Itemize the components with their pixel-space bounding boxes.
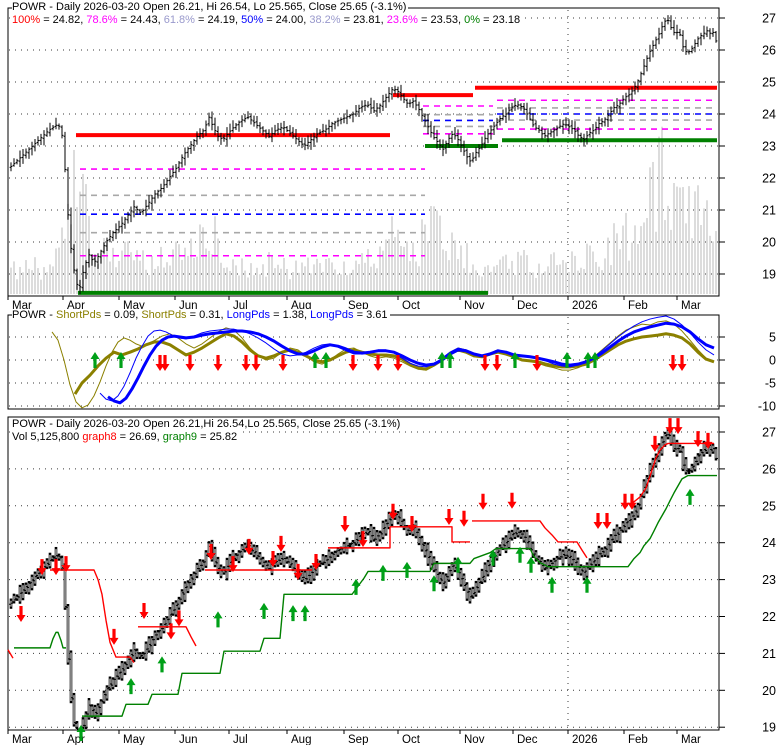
red-trailing-stop-line (7, 442, 714, 664)
title-segment: ShortPds (56, 309, 102, 321)
title-segment: 61.8% (163, 14, 195, 26)
y-axis-label: 25 (762, 76, 776, 90)
title-segment: graph9 (162, 431, 198, 443)
y-axis-label: 21 (762, 204, 776, 218)
x-axis-months: Mar Apr May Jun Jul Aug Sep Oct Nov Dec 2026 Feb Mar (7, 730, 701, 745)
title-segment: = 24.43, (117, 14, 164, 26)
oscillator-sell-arrows (155, 355, 687, 371)
oscillator-buy-arrows (90, 352, 600, 368)
top-panel-title: POWR - Daily 2026-03-20 Open 26.21, Hi 2… (12, 1, 409, 14)
month-label: Jul (233, 734, 248, 745)
buy-arrows (76, 488, 695, 742)
y-axis-label: 19 (762, 268, 776, 282)
panel-border (7, 314, 720, 410)
month-label: Feb (628, 734, 648, 745)
y-axis-label: 24 (762, 108, 776, 122)
y-axis-label: 19 (762, 721, 776, 735)
title-segment: POWR - (12, 309, 56, 321)
month-label: Dec (517, 300, 538, 312)
month-label: Feb (628, 300, 648, 312)
title-segment: 78.6% (86, 14, 118, 26)
green-trailing-stop-line (14, 474, 717, 717)
y-axis-label: 23 (762, 573, 776, 587)
panel-border (7, 416, 720, 731)
title-segment: = 23.18 (480, 14, 521, 26)
title-segment: ShortPds (141, 309, 187, 321)
y-axis-label: 27 (762, 426, 776, 440)
y-axis-label: 26 (762, 44, 776, 58)
month-label: Dec (517, 734, 538, 745)
sell-arrows (16, 418, 713, 645)
title-segment: = 24.19, (194, 14, 242, 26)
oscillator-panel-title: POWR - ShortPds = 0.09, ShortPds = 0.31,… (12, 309, 390, 322)
title-segment: LongPds (226, 309, 271, 321)
y-axis-label: 21 (762, 647, 776, 661)
month-label: Oct (402, 300, 421, 312)
panel-border (7, 7, 720, 297)
title-segment: LongPds (310, 309, 354, 321)
month-label: Sep (348, 734, 368, 745)
price-bars (9, 15, 718, 295)
title-segment: = 24.82, (40, 14, 87, 26)
y-axis-label: 27 (762, 12, 776, 26)
title-segment: = 0.31, (186, 309, 227, 321)
month-label: Mar (681, 300, 701, 312)
month-label: 2026 (572, 734, 598, 745)
y-axis-label: 5 (769, 331, 776, 345)
title-segment: = 25.82 (197, 431, 238, 443)
x-axis-months: Mar Apr May Jun Jul Aug Sep Oct Nov Dec 2026 Feb Mar (7, 296, 701, 312)
month-label: Nov (464, 300, 485, 312)
month-label: Nov (464, 734, 485, 745)
y-axis-label: 20 (762, 684, 776, 698)
y-axis-label: 20 (762, 236, 776, 250)
title-segment: graph8 (82, 431, 117, 443)
title-segment: = 23.81, (340, 14, 387, 26)
bottom-panel-grid: 27 26 25 24 23 22 21 20 19 (9, 419, 776, 735)
title-segment: = 23.53, (417, 14, 465, 26)
title-segment: = 24.00, (263, 14, 310, 26)
y-axis-label: 24 (762, 536, 776, 550)
title-segment: 0% (464, 14, 481, 26)
month-label: Mar (12, 734, 32, 745)
title-segment: POWR - Daily 2026-03-20 Open 26.21,Hi 26… (12, 418, 401, 430)
month-label: Apr (67, 734, 85, 745)
fib-levels-readout: 100% = 24.82, 78.6% = 24.43, 61.8% = 24.… (12, 14, 523, 27)
y-axis-label: -5 (765, 377, 776, 391)
y-axis-label: 25 (762, 499, 776, 513)
title-segment: = 26.69, (116, 431, 163, 443)
series-LongPds-thick (107, 321, 715, 405)
month-label: Aug (291, 734, 311, 745)
title-segment: = 0.09, (101, 309, 142, 321)
title-segment: = 3.61 (353, 309, 388, 321)
y-axis-label: 22 (762, 610, 776, 624)
y-axis-label: 23 (762, 140, 776, 154)
month-label: Jun (179, 734, 198, 745)
title-segment: = 1.38, (270, 309, 311, 321)
oscillator-panel-grid: 5 0 -5 -10 (9, 317, 776, 414)
top-panel-grid: 27 26 25 24 23 22 21 20 19 (9, 10, 776, 294)
title-segment: 50% (241, 14, 264, 26)
y-axis-label: 22 (762, 172, 776, 186)
title-segment: 38.2% (309, 14, 341, 26)
y-axis-label: 0 (769, 354, 776, 368)
title-segment: POWR - Daily 2026-03-20 Open 26.21, Hi 2… (12, 1, 407, 13)
month-label: 2026 (572, 300, 598, 312)
fibonacci-retracement-set-3 (475, 85, 717, 143)
month-label: Mar (681, 734, 701, 745)
bottom-panel-title: POWR - Daily 2026-03-20 Open 26.21,Hi 26… (12, 418, 403, 431)
month-label: Oct (402, 734, 421, 745)
title-segment: 23.6% (386, 14, 418, 26)
series-ShortPds-thick (73, 332, 715, 395)
title-segment: Vol 5,125,800 (12, 431, 83, 443)
volume-histogram (10, 126, 717, 295)
y-axis-label: -10 (758, 400, 776, 414)
fibonacci-retracement-set-1 (76, 133, 488, 295)
volume-graph-readout: Vol 5,125,800 graph8 = 26.69, graph9 = 2… (12, 431, 240, 444)
title-segment: 100% (12, 14, 41, 26)
y-axis-label: 26 (762, 462, 776, 476)
month-label: May (123, 734, 145, 745)
